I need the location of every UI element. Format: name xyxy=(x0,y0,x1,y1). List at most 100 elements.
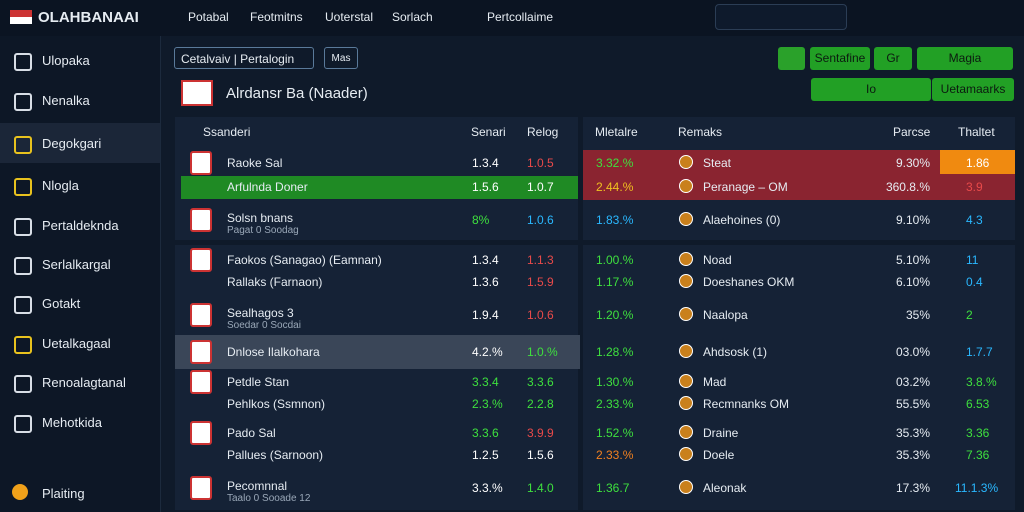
nav-link[interactable]: Sorlach xyxy=(392,10,433,24)
odds[interactable]: 1.86 xyxy=(966,156,990,170)
sidebar-item[interactable]: Ulopaka xyxy=(42,53,90,68)
sidebar-icon xyxy=(14,93,32,111)
team-name: Solsn bnans xyxy=(227,211,294,225)
odd-highlight xyxy=(940,150,1015,176)
relog: 1.5.6 xyxy=(527,448,554,462)
parcse: 35.3% xyxy=(895,448,930,462)
odds[interactable]: 0.4 xyxy=(966,275,983,289)
senari: 1.9.4 xyxy=(472,308,499,322)
match-name: Naalopa xyxy=(703,308,748,322)
tab[interactable]: Cetalvaiv | Pertalogin xyxy=(174,47,314,69)
parcse: 360.8.% xyxy=(885,180,930,194)
team-name: Sealhagos 3 xyxy=(227,306,294,320)
sidebar-icon xyxy=(14,136,32,154)
match-icon xyxy=(679,425,693,439)
senari: 3.3.6 xyxy=(472,426,499,440)
team-name: Pecomnnal xyxy=(227,479,288,493)
sidebar-item[interactable]: Nlogla xyxy=(42,178,79,193)
parcse: 03.2% xyxy=(895,375,930,389)
sidebar-item[interactable]: Nenalka xyxy=(42,93,90,108)
sidebar-item[interactable]: Pertaldeknda xyxy=(42,218,119,233)
parcse: 35% xyxy=(905,308,930,322)
button[interactable]: Uetamaarks xyxy=(932,78,1014,101)
check-button[interactable] xyxy=(778,47,805,70)
tab[interactable]: Mas xyxy=(324,47,358,69)
odds[interactable]: 3.8.% xyxy=(966,375,997,389)
odds[interactable]: 3.36 xyxy=(966,426,990,440)
sidebar-item[interactable]: Mehotkida xyxy=(42,415,102,430)
nav-link[interactable]: Uoterstal xyxy=(325,10,374,24)
team-sub: Pagat 0 Soodag xyxy=(227,225,299,236)
odds[interactable]: 3.9 xyxy=(966,180,983,194)
team-badge xyxy=(190,248,212,272)
parcse: 55.5% xyxy=(895,397,930,411)
senari: 1.3.6 xyxy=(472,275,499,289)
parcse: 5.10% xyxy=(895,253,930,267)
team-name: Petdle Stan xyxy=(227,375,290,389)
relog: 1.0.6 xyxy=(527,213,554,227)
parcse: 35.3% xyxy=(895,426,930,440)
button[interactable]: Magia xyxy=(917,47,1013,70)
sidebar-item[interactable]: Gotakt xyxy=(42,296,81,311)
parcse: 9.30% xyxy=(895,156,930,170)
relog: 3.3.6 xyxy=(527,375,554,389)
button[interactable]: Sentafine xyxy=(810,47,870,70)
column-header: Parcse xyxy=(893,125,931,139)
button[interactable]: Gr xyxy=(874,47,912,70)
odds[interactable]: 11 xyxy=(966,253,979,267)
search-box[interactable] xyxy=(715,4,847,30)
team-name: Rallaks (Farnaon) xyxy=(227,275,323,289)
column-header: Senari xyxy=(471,125,506,139)
match-icon xyxy=(679,480,693,494)
nav-link[interactable]: Feotmitns xyxy=(250,10,303,24)
parcse: 17.3% xyxy=(895,481,930,495)
flag xyxy=(10,10,32,24)
match-name: Noad xyxy=(703,253,732,267)
team-badge xyxy=(190,151,212,175)
team-badge xyxy=(190,303,212,327)
senari: 8% xyxy=(472,213,490,227)
relog: 1.4.0 xyxy=(527,481,554,495)
odds[interactable]: 7.36 xyxy=(966,448,990,462)
odds[interactable]: 2 xyxy=(966,308,973,322)
relog: 1.0.7 xyxy=(527,180,554,194)
active-item xyxy=(0,123,160,163)
sidebar-icon xyxy=(14,178,32,196)
percent: 2.33.% xyxy=(596,397,634,411)
match-name: Steat xyxy=(703,156,732,170)
team-name: Dnlose Ilalkohara xyxy=(227,345,320,359)
sidebar-icon xyxy=(14,296,32,314)
nav-link[interactable]: Pertcollaime xyxy=(487,10,554,24)
footer-icon xyxy=(12,484,28,500)
sidebar-icon xyxy=(14,53,32,71)
sidebar-item[interactable]: Uetalkagaal xyxy=(42,336,111,351)
match-icon xyxy=(679,252,693,266)
sidebar-item[interactable]: Serlalkargal xyxy=(42,257,111,272)
relog: 1.0.6 xyxy=(527,308,554,322)
relog: 1.0.5 xyxy=(527,156,554,170)
team-sub: Taalo 0 Sooade 12 xyxy=(227,493,311,504)
sidebar-icon xyxy=(14,415,32,433)
sidebar-item[interactable]: Renoalagtanal xyxy=(42,375,126,390)
team-badge xyxy=(190,340,212,364)
senari: 1.5.6 xyxy=(472,180,499,194)
page-title: Alrdansr Ba (Naader) xyxy=(226,85,368,102)
odds[interactable]: 4.3 xyxy=(966,213,983,227)
senari: 2.3.% xyxy=(472,397,503,411)
team-name: Pehlkos (Ssmnon) xyxy=(227,397,326,411)
relog: 2.2.8 xyxy=(527,397,554,411)
odds[interactable]: 1.7.7 xyxy=(966,345,993,359)
odds[interactable]: 6.53 xyxy=(966,397,990,411)
sidebar-icon xyxy=(14,257,32,275)
header xyxy=(0,0,1024,36)
sidebar-footer[interactable]: Plaiting xyxy=(42,486,85,501)
odds[interactable]: 11.1.3% xyxy=(955,481,999,495)
match-name: Aleonak xyxy=(703,481,747,495)
button[interactable]: Io xyxy=(811,78,931,101)
match-icon xyxy=(679,212,693,226)
column-header: Thaltet xyxy=(958,125,995,139)
team-sub: Soedar 0 Socdai xyxy=(227,320,301,331)
nav-link[interactable]: Potabal xyxy=(188,10,229,24)
percent: 1.52.% xyxy=(596,426,634,440)
sidebar-item[interactable]: Degokgari xyxy=(42,136,102,151)
